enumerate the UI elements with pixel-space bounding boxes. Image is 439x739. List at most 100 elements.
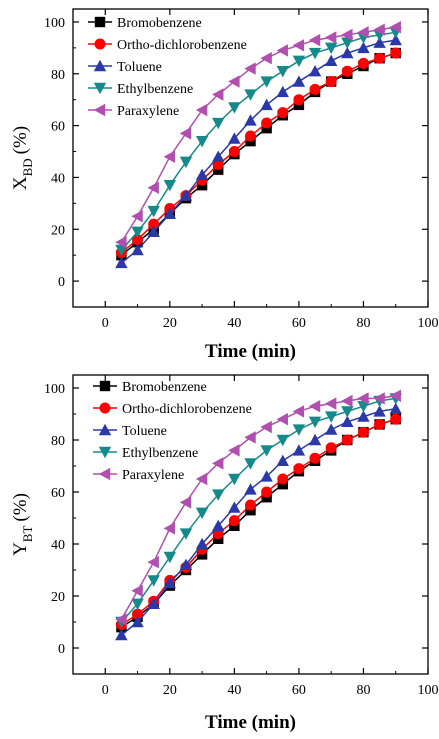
data-point (132, 234, 144, 246)
data-point (163, 522, 176, 535)
legend-label: Ortho-dichlorobenzene (117, 38, 247, 53)
data-point (389, 402, 402, 414)
y-axis-label-sub: BD (20, 158, 35, 176)
data-point (276, 44, 288, 57)
legend-marker (93, 82, 107, 95)
data-point (261, 117, 273, 129)
data-point (245, 499, 256, 511)
x-tick-label: 80 (356, 316, 370, 331)
x-tick-label: 20 (163, 683, 177, 698)
data-point (195, 507, 209, 519)
legend-entry: Toluene (93, 423, 167, 439)
legend-label: Ortho-dichlorobenzene (122, 402, 252, 417)
series-line (120, 31, 396, 251)
data-point (245, 130, 256, 142)
data-point (357, 410, 370, 422)
data-point (324, 411, 338, 423)
data-point (131, 615, 144, 628)
data-point (228, 75, 240, 88)
y-tick-label: 100 (44, 382, 65, 397)
plot-frame (72, 374, 429, 675)
data-point (115, 613, 127, 626)
data-point (357, 57, 369, 69)
data-point (293, 463, 305, 475)
x-tick-label: 40 (227, 683, 241, 698)
data-point (195, 103, 208, 117)
data-point (244, 62, 256, 75)
legend-marker (99, 380, 111, 392)
y-axis-label-main: Y (10, 542, 31, 556)
data-point (147, 556, 159, 569)
series-paraxylene (115, 389, 401, 626)
data-point (244, 431, 256, 444)
y-axis-label: XBD (%) (10, 126, 35, 190)
y-tick-label: 0 (58, 275, 65, 290)
data-point (292, 424, 306, 436)
legend-marker (98, 467, 111, 481)
y-tick-label: 20 (51, 590, 65, 605)
x-tick-label: 80 (356, 683, 370, 698)
data-point (277, 107, 289, 119)
y-tick-label: 0 (58, 642, 65, 657)
legend-label: Bromobenzene (117, 16, 202, 31)
y-axis-label-main: X (10, 176, 31, 190)
data-point (390, 413, 402, 425)
data-point (374, 418, 386, 430)
data-point (308, 64, 322, 77)
data-point (324, 54, 338, 67)
legend-label: Toluene (117, 60, 162, 75)
series-bromobenzene (116, 47, 401, 261)
legend-entry: Ethylbenzene (93, 446, 198, 461)
x-tick-label: 0 (102, 316, 109, 331)
legend-marker (93, 103, 106, 117)
data-point (390, 47, 402, 59)
y-tick-label: 80 (51, 68, 65, 83)
data-point (276, 434, 289, 447)
data-point (357, 401, 370, 413)
data-point (325, 442, 337, 454)
data-point (228, 501, 241, 513)
data-point (115, 256, 128, 269)
data-point (357, 426, 369, 438)
legend-entry: Bromobenzene (93, 380, 207, 395)
legend-entry: Toluene (88, 59, 162, 75)
data-point (179, 496, 192, 509)
legend-label: Ethylbenzene (122, 446, 198, 461)
data-point (341, 28, 353, 42)
x-tick-label: 0 (102, 683, 109, 698)
data-point (212, 88, 224, 101)
data-point (179, 127, 192, 140)
data-point (357, 392, 369, 405)
x-tick-label: 20 (163, 316, 177, 331)
y-tick-label: 60 (51, 486, 65, 501)
data-point (115, 236, 127, 249)
data-point (276, 413, 288, 426)
data-point (228, 515, 240, 527)
legend-marker (94, 38, 106, 50)
series-toluene (115, 402, 402, 641)
data-point (195, 168, 209, 181)
data-point (131, 243, 144, 256)
series-paraxylene (115, 20, 401, 249)
legend-marker (94, 16, 106, 28)
data-point (179, 528, 193, 540)
data-point (163, 576, 177, 589)
legend-label: Ethylbenzene (117, 82, 193, 97)
data-point (260, 52, 272, 65)
y-axis-label-unit: (%) (10, 126, 31, 154)
data-point (341, 434, 353, 446)
data-point (276, 454, 289, 466)
legend-marker (98, 423, 112, 436)
data-point (163, 551, 177, 564)
data-point (373, 36, 386, 48)
data-point (373, 405, 386, 417)
series-ethylbenzene (115, 27, 402, 257)
y-axis-label: YBT (%) (10, 493, 35, 556)
data-point (373, 23, 385, 36)
legend-entry: Bromobenzene (88, 16, 202, 31)
legend-label: Toluene (122, 424, 167, 439)
data-point (260, 98, 273, 111)
data-point (148, 218, 160, 230)
data-point (261, 486, 273, 498)
